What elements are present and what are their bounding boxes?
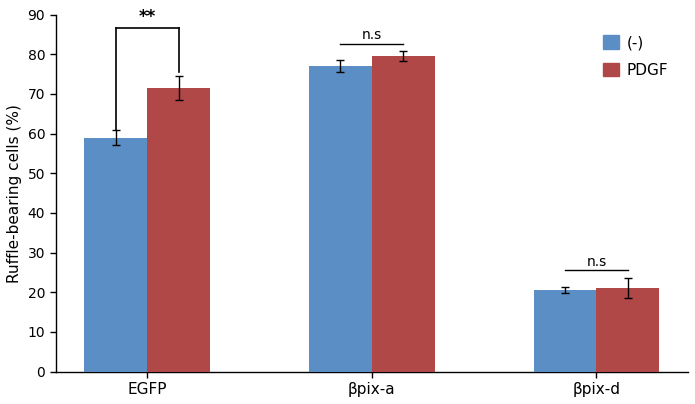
Y-axis label: Ruffle-bearing cells (%): Ruffle-bearing cells (%) [7, 104, 22, 282]
Text: n.s: n.s [587, 255, 607, 269]
Legend: (-), PDGF: (-), PDGF [597, 29, 674, 84]
Text: **: ** [138, 8, 156, 27]
Text: n.s: n.s [361, 28, 382, 42]
Bar [596, 288, 660, 372]
Bar [84, 138, 147, 372]
Bar [534, 290, 596, 372]
Bar [372, 56, 434, 372]
Bar [309, 66, 372, 372]
Bar [147, 88, 210, 372]
